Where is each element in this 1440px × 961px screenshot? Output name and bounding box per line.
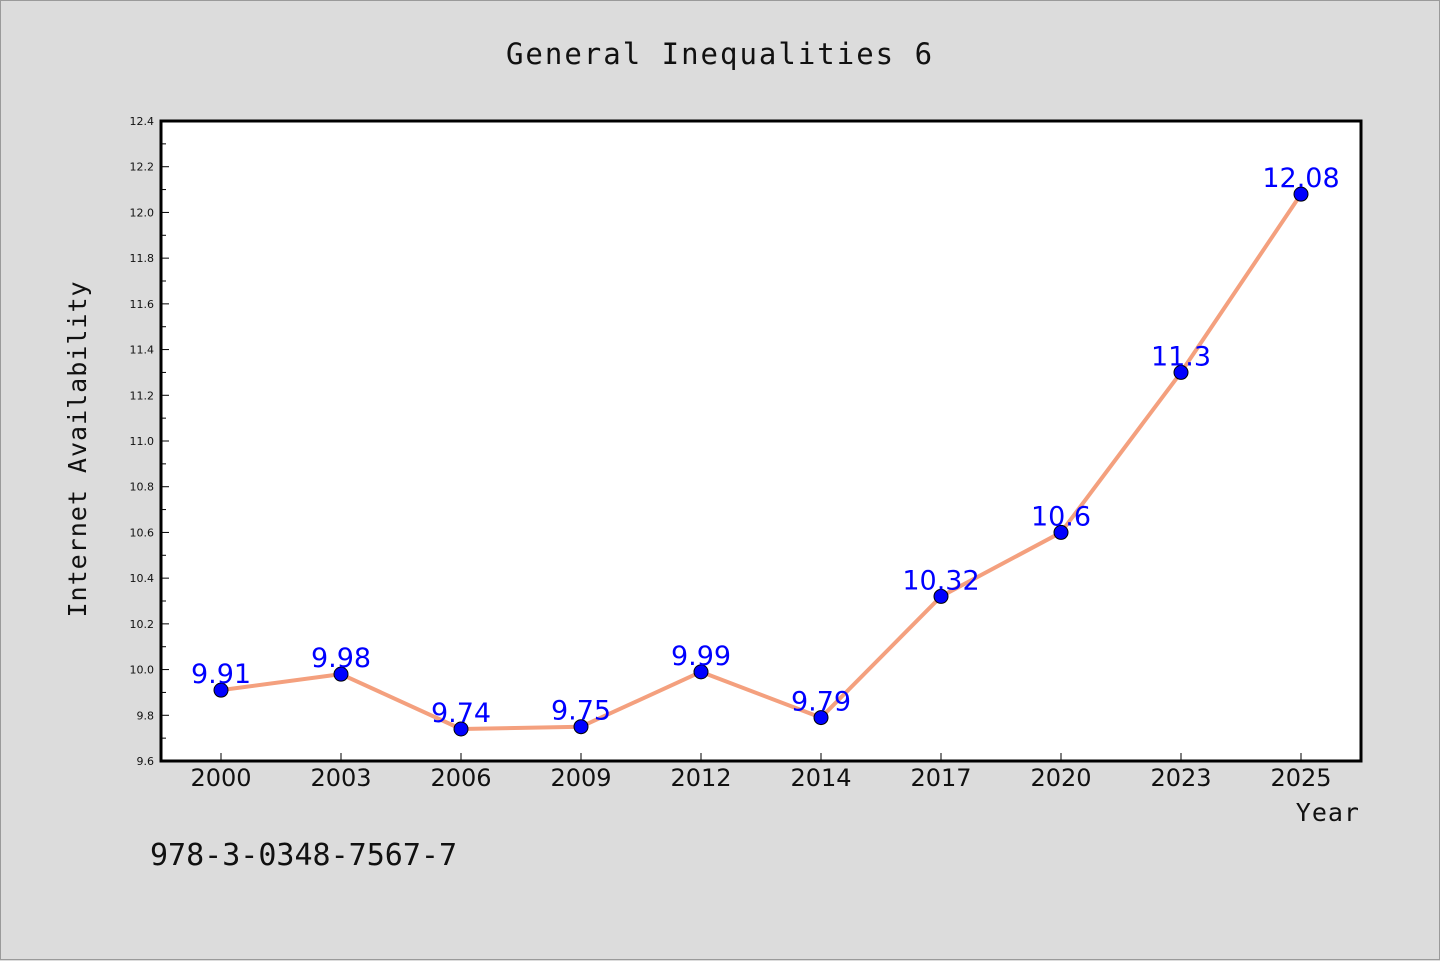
y-tick-label: 11.6 bbox=[130, 298, 155, 311]
data-point-marker bbox=[693, 664, 709, 680]
series-line bbox=[219, 192, 1303, 731]
data-point-label: 10.6 bbox=[1031, 501, 1091, 532]
x-tick-label: 2014 bbox=[790, 764, 851, 792]
y-tick-label: 9.6 bbox=[137, 755, 155, 768]
y-tick-label: 10.2 bbox=[130, 618, 155, 631]
data-point-marker bbox=[333, 666, 349, 682]
y-tick-label: 10.6 bbox=[130, 526, 155, 539]
x-tick-label: 2009 bbox=[550, 764, 611, 792]
x-tick-label: 2006 bbox=[430, 764, 491, 792]
y-tick-label: 11.2 bbox=[130, 389, 155, 402]
y-tick-label: 11.0 bbox=[130, 435, 155, 448]
y-tick-label: 10.4 bbox=[130, 572, 155, 585]
data-point-marker bbox=[933, 588, 949, 604]
plot-area bbox=[161, 121, 1361, 761]
y-tick-label: 9.8 bbox=[137, 709, 155, 722]
x-tick-label: 2023 bbox=[1150, 764, 1211, 792]
y-axis-ticks: 9.6 9.8 10.0 10.2 10.4 10.6 10.8 11.0 11.2 11.4 11… bbox=[130, 115, 169, 768]
data-point-label: 9.98 bbox=[311, 643, 371, 674]
x-tick-label: 2020 bbox=[1030, 764, 1091, 792]
footer-isbn: 978-3-0348-7567-7 bbox=[150, 838, 457, 873]
y-axis-label: Internet Availability bbox=[63, 280, 92, 617]
x-axis-label: Year bbox=[1296, 798, 1360, 827]
x-axis-ticks: 2000 2003 2006 2009 2012 2014 2017 2020 2023 2025 bbox=[190, 753, 1332, 792]
y-tick-label: 10.0 bbox=[130, 664, 155, 677]
y-tick-label: 12.0 bbox=[130, 206, 155, 219]
y-tick-label: 10.8 bbox=[130, 481, 155, 494]
x-tick-label: 2025 bbox=[1270, 764, 1331, 792]
data-point-marker bbox=[1293, 186, 1309, 202]
data-point-label: 9.75 bbox=[551, 696, 611, 727]
x-tick-label: 2012 bbox=[670, 764, 731, 792]
series-markers bbox=[213, 186, 1309, 737]
chart-title: General Inequalities 6 bbox=[506, 37, 934, 71]
data-point-marker bbox=[813, 710, 829, 726]
data-point-label: 9.99 bbox=[671, 641, 731, 672]
plot-border bbox=[159, 119, 1363, 763]
x-tick-label: 2003 bbox=[310, 764, 371, 792]
data-point-marker bbox=[573, 719, 589, 735]
x-tick-label: 2000 bbox=[190, 764, 251, 792]
data-point-marker bbox=[453, 721, 469, 737]
x-tick-label: 2017 bbox=[910, 764, 971, 792]
data-point-label: 11.3 bbox=[1151, 341, 1211, 372]
data-labels: 9.91 9.98 9.74 9.75 9.99 9.79 10.32 10.6 11.3 12.… bbox=[191, 163, 1340, 729]
data-point-label: 9.79 bbox=[791, 687, 851, 718]
data-point-label: 9.74 bbox=[431, 698, 491, 729]
data-point-marker bbox=[213, 682, 229, 698]
y-tick-label: 11.4 bbox=[130, 344, 155, 357]
data-point-marker bbox=[1173, 364, 1189, 380]
data-point-marker bbox=[1053, 524, 1069, 540]
data-point-label: 12.08 bbox=[1262, 163, 1339, 194]
y-tick-label: 12.2 bbox=[130, 161, 155, 174]
data-point-label: 9.91 bbox=[191, 659, 251, 690]
y-tick-label: 11.8 bbox=[130, 252, 155, 265]
y-tick-label: 12.4 bbox=[130, 115, 155, 128]
data-point-label: 10.32 bbox=[902, 565, 979, 596]
